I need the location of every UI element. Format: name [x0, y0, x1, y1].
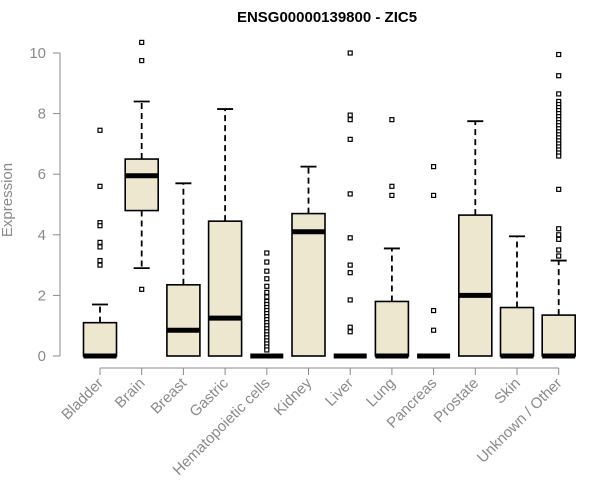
- x-tick-label-prostate: Prostate: [431, 375, 483, 427]
- y-axis-label: Expression: [0, 163, 16, 237]
- box-bladder: [82, 127, 118, 359]
- outlier-point: [139, 39, 145, 45]
- outlier-point: [556, 253, 562, 259]
- y-tick-label: 4: [38, 227, 46, 244]
- box-lung: [374, 117, 410, 359]
- outlier-point: [347, 262, 353, 268]
- x-tick-label-breast: Breast: [148, 374, 191, 417]
- outlier-point: [556, 73, 562, 79]
- box-body: [166, 283, 201, 357]
- x-tick-label-bladder: Bladder: [58, 375, 107, 424]
- box-breast: [166, 182, 201, 357]
- outlier-point: [347, 270, 353, 276]
- outlier-point: [97, 127, 103, 133]
- box-unknown-other: [541, 51, 577, 359]
- outlier-point: [97, 262, 103, 268]
- box-body: [82, 321, 118, 357]
- outlier-point: [139, 57, 145, 64]
- outlier-point: [97, 244, 103, 250]
- outlier-point: [264, 347, 270, 353]
- box-body: [124, 158, 159, 212]
- box-prostate: [457, 120, 493, 357]
- outlier-point: [556, 51, 562, 58]
- box-body: [374, 300, 410, 357]
- outlier-point: [347, 136, 353, 142]
- box-body: [207, 220, 243, 357]
- x-tick-label-liver: Liver: [322, 375, 357, 410]
- x-tick-label-kidney: Kidney: [271, 374, 316, 419]
- outlier-point: [347, 297, 353, 303]
- outlier-point: [389, 117, 395, 123]
- outlier-point: [97, 183, 103, 189]
- y-tick-label: 10: [29, 45, 46, 62]
- y-axis: 0 2 4 6 8 10: [29, 45, 61, 365]
- x-tick-label-lung: Lung: [363, 375, 399, 411]
- y-tick-label: 2: [38, 287, 46, 304]
- outlier-point: [556, 226, 562, 232]
- outlier-point: [347, 191, 353, 197]
- x-tick-label-brain: Brain: [112, 375, 149, 412]
- box-liver: [333, 50, 367, 359]
- outlier-point: [347, 50, 353, 56]
- outlier-point: [556, 153, 562, 159]
- box-body: [541, 314, 577, 357]
- box-body: [291, 212, 326, 357]
- box-hematopoietic-cells: [250, 250, 284, 359]
- outlier-point: [556, 247, 562, 253]
- box-skin: [499, 235, 535, 359]
- outlier-point: [431, 192, 437, 199]
- outlier-point: [389, 183, 395, 189]
- outlier-point: [264, 276, 270, 282]
- outlier-point: [431, 327, 437, 333]
- outlier-point: [264, 250, 270, 256]
- y-tick-label: 0: [38, 348, 46, 365]
- outlier-point: [264, 268, 270, 274]
- outlier-point: [139, 286, 145, 292]
- outlier-point: [347, 329, 353, 335]
- outlier-point: [556, 91, 562, 97]
- outlier-point: [264, 294, 270, 300]
- box-brain: [124, 39, 159, 292]
- box-body: [499, 306, 535, 357]
- outlier-point: [347, 235, 353, 241]
- outlier-point: [431, 307, 437, 314]
- outlier-point: [264, 259, 270, 265]
- outlier-point: [347, 112, 353, 118]
- box-pancreas: [417, 164, 451, 359]
- outlier-point: [347, 324, 353, 330]
- outlier-point: [556, 186, 562, 192]
- outlier-point: [556, 236, 562, 242]
- outlier-point: [97, 223, 103, 229]
- outlier-point: [389, 192, 395, 199]
- outlier-point: [97, 257, 103, 264]
- box-kidney: [291, 165, 326, 357]
- x-tick-label-skin: Skin: [491, 375, 524, 408]
- box-body: [457, 214, 493, 357]
- outlier-point: [97, 239, 103, 245]
- chart-title: ENSG00000139800 - ZIC5: [237, 9, 417, 26]
- outlier-point: [431, 164, 437, 170]
- outlier-point: [264, 289, 270, 295]
- outlier-point: [264, 283, 270, 289]
- y-tick-label: 6: [38, 166, 46, 183]
- box-gastric: [207, 108, 243, 357]
- box-series: [82, 39, 577, 359]
- outlier-point: [556, 232, 562, 238]
- outlier-point: [347, 117, 353, 123]
- y-tick-label: 8: [38, 106, 46, 123]
